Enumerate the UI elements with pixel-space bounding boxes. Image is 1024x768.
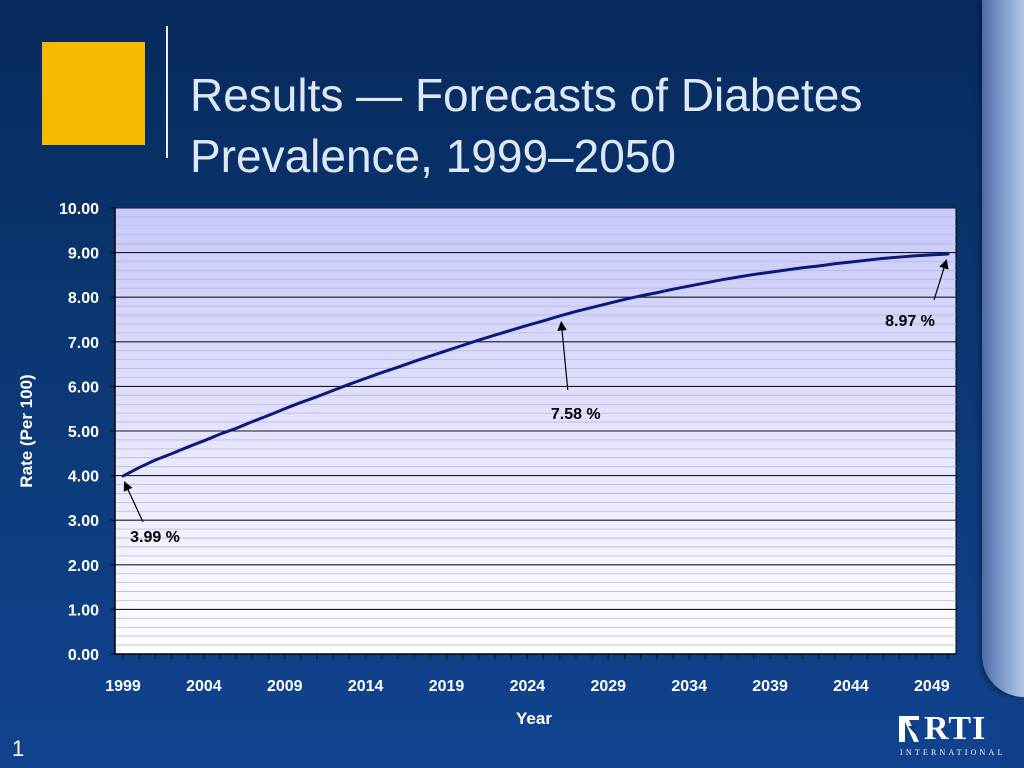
y-tick-label: 6.00 — [68, 379, 99, 396]
series — [121, 252, 950, 478]
y-tick-label: 8.00 — [68, 290, 99, 307]
annotation-label: 3.99 % — [130, 529, 180, 546]
annotations: 3.99 % 7.58 % 8.97 % — [123, 259, 949, 546]
y-axis-title: Rate (Per 100) — [17, 374, 36, 487]
y-tick-label: 2.00 — [68, 558, 99, 575]
slide-title: Results — Forecasts of Diabetes Prevalen… — [190, 65, 970, 187]
y-tick-label: 3.00 — [68, 513, 99, 530]
slide-title-line-1: Results — Forecasts of Diabetes — [190, 68, 863, 121]
rti-logo-text: RTI — [924, 710, 987, 747]
y-tick-label: 4.00 — [68, 469, 99, 486]
title-divider — [166, 26, 168, 158]
annotation-arrow — [557, 320, 569, 390]
y-tick-label: 0.00 — [68, 647, 99, 664]
series-line-0 — [121, 252, 950, 478]
slide-title-line-2: Prevalence, 1999–2050 — [190, 129, 676, 182]
x-tick-label: 2019 — [429, 678, 465, 695]
annotation-arrow — [933, 259, 949, 301]
y-tick-label: 5.00 — [68, 424, 99, 441]
x-tick-label: 2044 — [833, 678, 869, 695]
x-tick-label: 2039 — [752, 678, 788, 695]
x-tick-labels: 1999 2004 2009 2014 2019 2024 2029 2034 2039 2044… — [105, 654, 950, 695]
y-tick-label: 10.00 — [59, 201, 99, 218]
x-axis-title: Year — [516, 709, 552, 728]
grid-lines — [115, 207, 956, 655]
y-tick-label: 9.00 — [68, 246, 99, 263]
accent-square — [42, 42, 145, 145]
y-tick-labels: 0.00 1.00 2.00 3.00 4.00 5.00 6.00 7.00 8.00 9.00… — [59, 201, 115, 664]
page-number: 1 — [12, 736, 25, 761]
annotation-label: 7.58 % — [551, 406, 601, 423]
x-tick-label: 2049 — [914, 678, 950, 695]
rti-logo-subtext: INTERNATIONAL — [900, 748, 1006, 757]
decorative-side-band — [982, 0, 1024, 697]
rti-logo: RTI INTERNATIONAL — [897, 710, 1015, 760]
x-tick-label: 1999 — [105, 678, 141, 695]
x-tick-label: 2009 — [267, 678, 303, 695]
y-tick-label: 1.00 — [68, 602, 99, 619]
decorative-side-band-lower — [1000, 697, 1024, 768]
y-tick-label: 7.00 — [68, 335, 99, 352]
x-tick-label: 2024 — [510, 678, 546, 695]
annotation-arrow — [123, 481, 144, 523]
annotation-label: 8.97 % — [885, 313, 935, 330]
x-tick-label: 2004 — [186, 678, 222, 695]
x-tick-label: 2014 — [348, 678, 384, 695]
x-tick-label: 2029 — [590, 678, 626, 695]
x-tick-label: 2034 — [671, 678, 707, 695]
rti-emblem-icon — [899, 716, 919, 742]
